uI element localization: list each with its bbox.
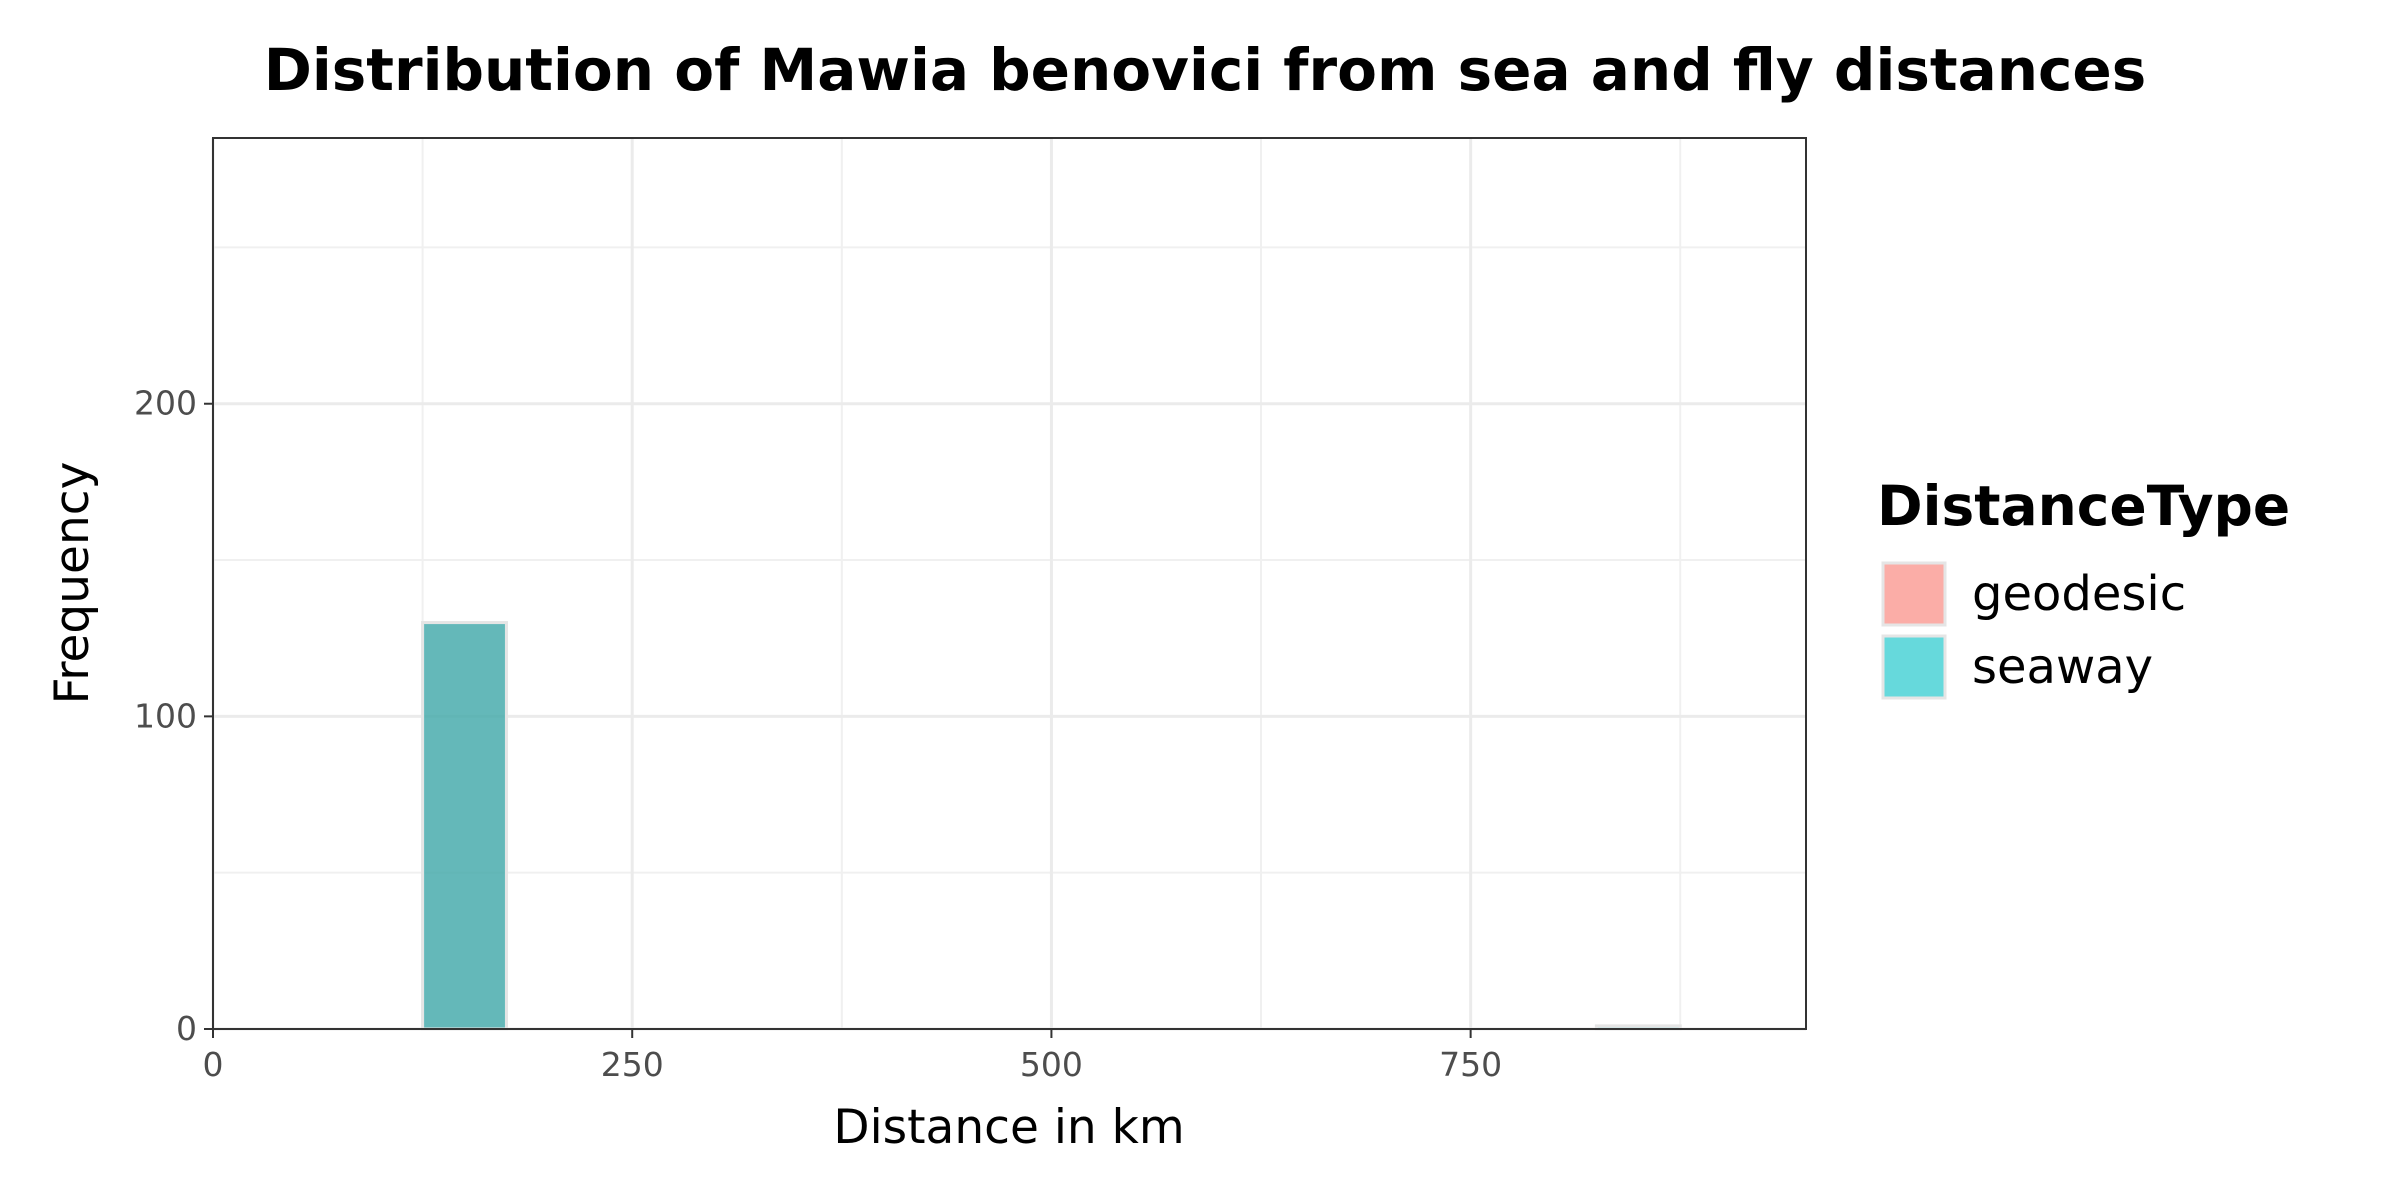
- x-tick-label: 500: [1020, 1045, 1083, 1084]
- y-axis-title: Frequency: [45, 462, 100, 705]
- legend-swatch-geodesic: [1881, 561, 1947, 627]
- x-axis-title: Distance in km: [833, 1100, 1184, 1155]
- plot-border: [212, 137, 1807, 1030]
- legend-label-geodesic: geodesic: [1972, 566, 2186, 622]
- legend-label-seaway: seaway: [1972, 639, 2153, 695]
- y-axis: 0 100 200: [134, 384, 213, 1048]
- chart-title: Distribution of Mawia benovici from sea …: [264, 36, 2147, 104]
- x-tick-label: 250: [601, 1045, 664, 1084]
- y-tick-label: 100: [134, 696, 197, 735]
- bar-seaway: [421, 621, 508, 1031]
- histogram-bars: [421, 621, 1682, 1031]
- legend-swatch-seaway: [1881, 634, 1947, 700]
- y-tick-label: 0: [176, 1009, 197, 1048]
- x-axis: 0 250 500 750: [203, 1029, 1502, 1084]
- y-tick-label: 200: [134, 384, 197, 423]
- x-tick-label: 750: [1439, 1045, 1502, 1084]
- x-tick-label: 0: [203, 1045, 224, 1084]
- minor-grid: [213, 138, 1806, 1029]
- legend-title: DistanceType: [1877, 474, 2290, 538]
- legend: DistanceType geodesic seaway: [1877, 474, 2290, 701]
